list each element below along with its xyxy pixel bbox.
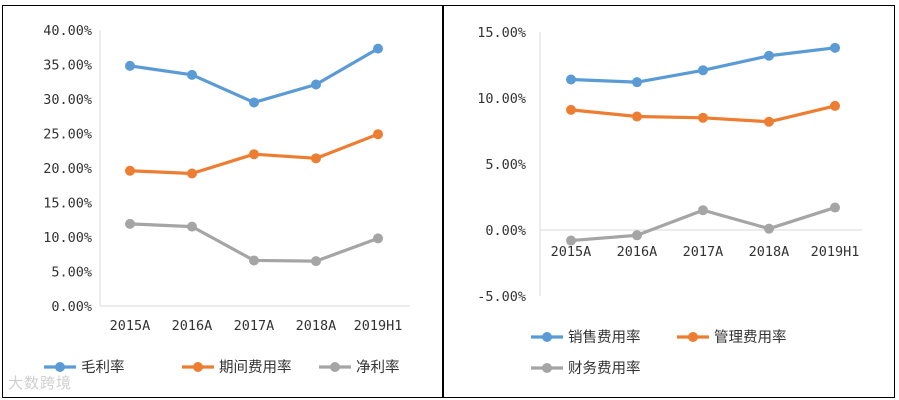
- right-legend-swatch-marker: [542, 363, 552, 373]
- left-y-tick-label: 35.00%: [43, 58, 92, 74]
- right-series-point: [698, 205, 708, 216]
- left-series-point: [187, 168, 197, 179]
- right-x-tick-label: 2019H1: [811, 244, 860, 260]
- right-x-tick-label: 2017A: [683, 244, 724, 260]
- left-series-point: [373, 43, 383, 54]
- right-y-tick-label: 15.00%: [477, 25, 526, 41]
- left-legend-swatch-marker: [55, 362, 65, 372]
- right-legend-label: 管理费用率: [714, 329, 787, 346]
- left-series-point: [373, 233, 383, 244]
- left-series-point: [311, 79, 321, 90]
- left-legend-swatch-marker: [193, 362, 203, 372]
- left-series-line-0: [128, 47, 380, 105]
- left-series-point: [187, 221, 197, 232]
- right-series-point: [830, 202, 840, 213]
- right-series-point: [830, 100, 840, 111]
- right-x-tick-label: 2016A: [617, 244, 658, 260]
- left-legend-label: 净利率: [356, 359, 400, 376]
- right-series-point: [566, 104, 576, 115]
- left-series-point: [311, 256, 321, 267]
- left-series-point: [249, 255, 259, 266]
- left-y-tick-label: 30.00%: [43, 92, 92, 108]
- right-series-point: [830, 42, 840, 53]
- left-y-tick-label: 25.00%: [43, 127, 92, 143]
- left-series-point: [125, 165, 135, 176]
- left-x-tick-label: 2017A: [234, 318, 275, 334]
- right-series-point: [764, 50, 774, 61]
- left-series-point: [249, 149, 259, 160]
- right-series-point: [698, 112, 708, 123]
- left-legend-label: 期间费用率: [219, 359, 292, 376]
- left-series-point: [373, 129, 383, 140]
- left-y-tick-label: 10.00%: [43, 230, 92, 246]
- left-x-tick-label: 2015A: [110, 318, 151, 334]
- right-series-line-0: [569, 46, 837, 84]
- left-series-point: [125, 218, 135, 229]
- left-chart-frame: [2, 5, 443, 398]
- right-series-point: [566, 74, 576, 85]
- right-series-point: [566, 235, 576, 246]
- right-chart-group: 15.00% 10.00% 5.00% 0.00% -5.00% 2015A 2016A 20…: [477, 25, 862, 377]
- left-x-tick-label: 2019H1: [354, 318, 403, 334]
- right-legend-label: 销售费用率: [568, 329, 641, 346]
- right-chart-frame: [443, 5, 895, 398]
- watermark: 大数跨境: [8, 374, 73, 392]
- left-chart-group: 40.00% 35.00% 30.00% 25.00% 20.00% 15.00% 10.0…: [43, 23, 410, 376]
- right-series-point: [764, 116, 774, 127]
- left-y-tick-label: 5.00%: [51, 265, 92, 281]
- right-series-point: [764, 223, 774, 234]
- left-y-tick-label: 15.00%: [43, 196, 92, 212]
- right-series-point: [632, 77, 642, 88]
- right-y-tick-label: 10.00%: [477, 91, 526, 107]
- left-series-point: [125, 60, 135, 71]
- right-y-tick-label: 0.00%: [485, 223, 526, 239]
- right-legend-label: 财务费用率: [568, 360, 641, 377]
- left-series-point: [187, 69, 197, 80]
- left-legend-label: 毛利率: [81, 359, 125, 376]
- left-series-point: [249, 97, 259, 108]
- left-y-tick-label: 0.00%: [51, 299, 92, 315]
- right-series-point: [632, 111, 642, 122]
- right-y-tick-label: 5.00%: [485, 157, 526, 173]
- right-x-tick-label: 2015A: [551, 244, 592, 260]
- right-x-tick-label: 2018A: [749, 244, 790, 260]
- right-legend-swatch-marker: [688, 332, 698, 342]
- right-series-point: [698, 65, 708, 76]
- left-y-tick-label: 20.00%: [43, 161, 92, 177]
- left-series-point: [311, 153, 321, 164]
- left-y-tick-label: 40.00%: [43, 23, 92, 39]
- right-y-tick-label: -5.00%: [477, 289, 526, 305]
- right-series-point: [632, 230, 642, 241]
- left-x-tick-label: 2018A: [296, 318, 337, 334]
- left-legend-swatch-marker: [330, 362, 340, 372]
- left-x-tick-label: 2016A: [172, 318, 213, 334]
- right-legend-swatch-marker: [542, 332, 552, 342]
